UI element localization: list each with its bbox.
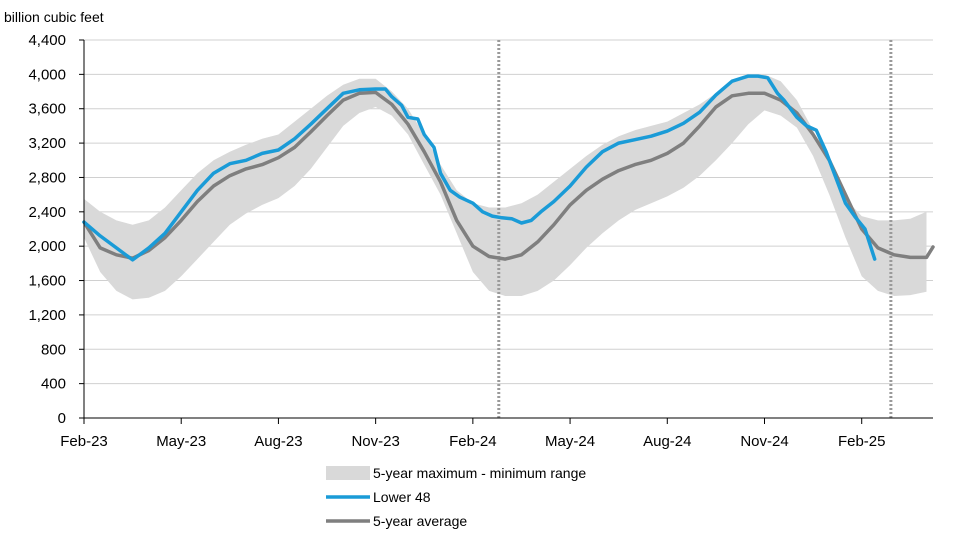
- legend-label-range: 5-year maximum - minimum range: [373, 465, 586, 481]
- y-tick-label: 3,200: [28, 135, 66, 152]
- x-tick-label: Aug-24: [643, 433, 691, 450]
- legend: 5-year maximum - minimum range Lower 48 …: [326, 465, 586, 529]
- axes: [83, 40, 933, 419]
- range-band-area: [84, 74, 927, 300]
- y-tick-label: 4,400: [28, 32, 66, 49]
- legend-swatch-range: [326, 466, 370, 480]
- y-tick-label: 800: [41, 341, 66, 358]
- x-tick-label: Nov-23: [351, 433, 399, 450]
- x-tick-label: Nov-24: [740, 433, 788, 450]
- reference-lines: [497, 40, 893, 418]
- series-line-average: [82, 90, 935, 261]
- y-tick-label: 400: [41, 376, 66, 393]
- x-tick-label: May-24: [545, 433, 595, 450]
- series-line-lower48: [82, 74, 877, 262]
- y-ticks: 0 400 800 1,200 1,600 2,000 2,400 2,800 3,200 3,6…: [28, 32, 84, 427]
- y-tick-label: 1,600: [28, 273, 66, 290]
- x-ticks: Feb-23 May-23 Aug-23 Nov-23 Feb-24 May-24 Aug-…: [60, 418, 885, 450]
- x-tick-label: May-23: [156, 433, 206, 450]
- y-axis-title: billion cubic feet: [4, 9, 104, 25]
- y-tick-label: 0: [58, 410, 66, 427]
- range-band: [84, 74, 927, 300]
- y-tick-label: 3,600: [28, 101, 66, 118]
- series-lines: [82, 74, 935, 262]
- y-tick-label: 2,000: [28, 238, 66, 255]
- x-tick-label: Aug-23: [254, 433, 302, 450]
- x-tick-label: Feb-23: [60, 433, 108, 450]
- x-tick-label: Feb-25: [838, 433, 886, 450]
- y-tick-label: 4,000: [28, 66, 66, 83]
- y-tick-label: 2,400: [28, 204, 66, 221]
- x-tick-label: Feb-24: [449, 433, 497, 450]
- y-tick-label: 1,200: [28, 307, 66, 324]
- legend-label-lower48: Lower 48: [373, 489, 431, 505]
- y-tick-label: 2,800: [28, 169, 66, 186]
- legend-label-average: 5-year average: [373, 513, 467, 529]
